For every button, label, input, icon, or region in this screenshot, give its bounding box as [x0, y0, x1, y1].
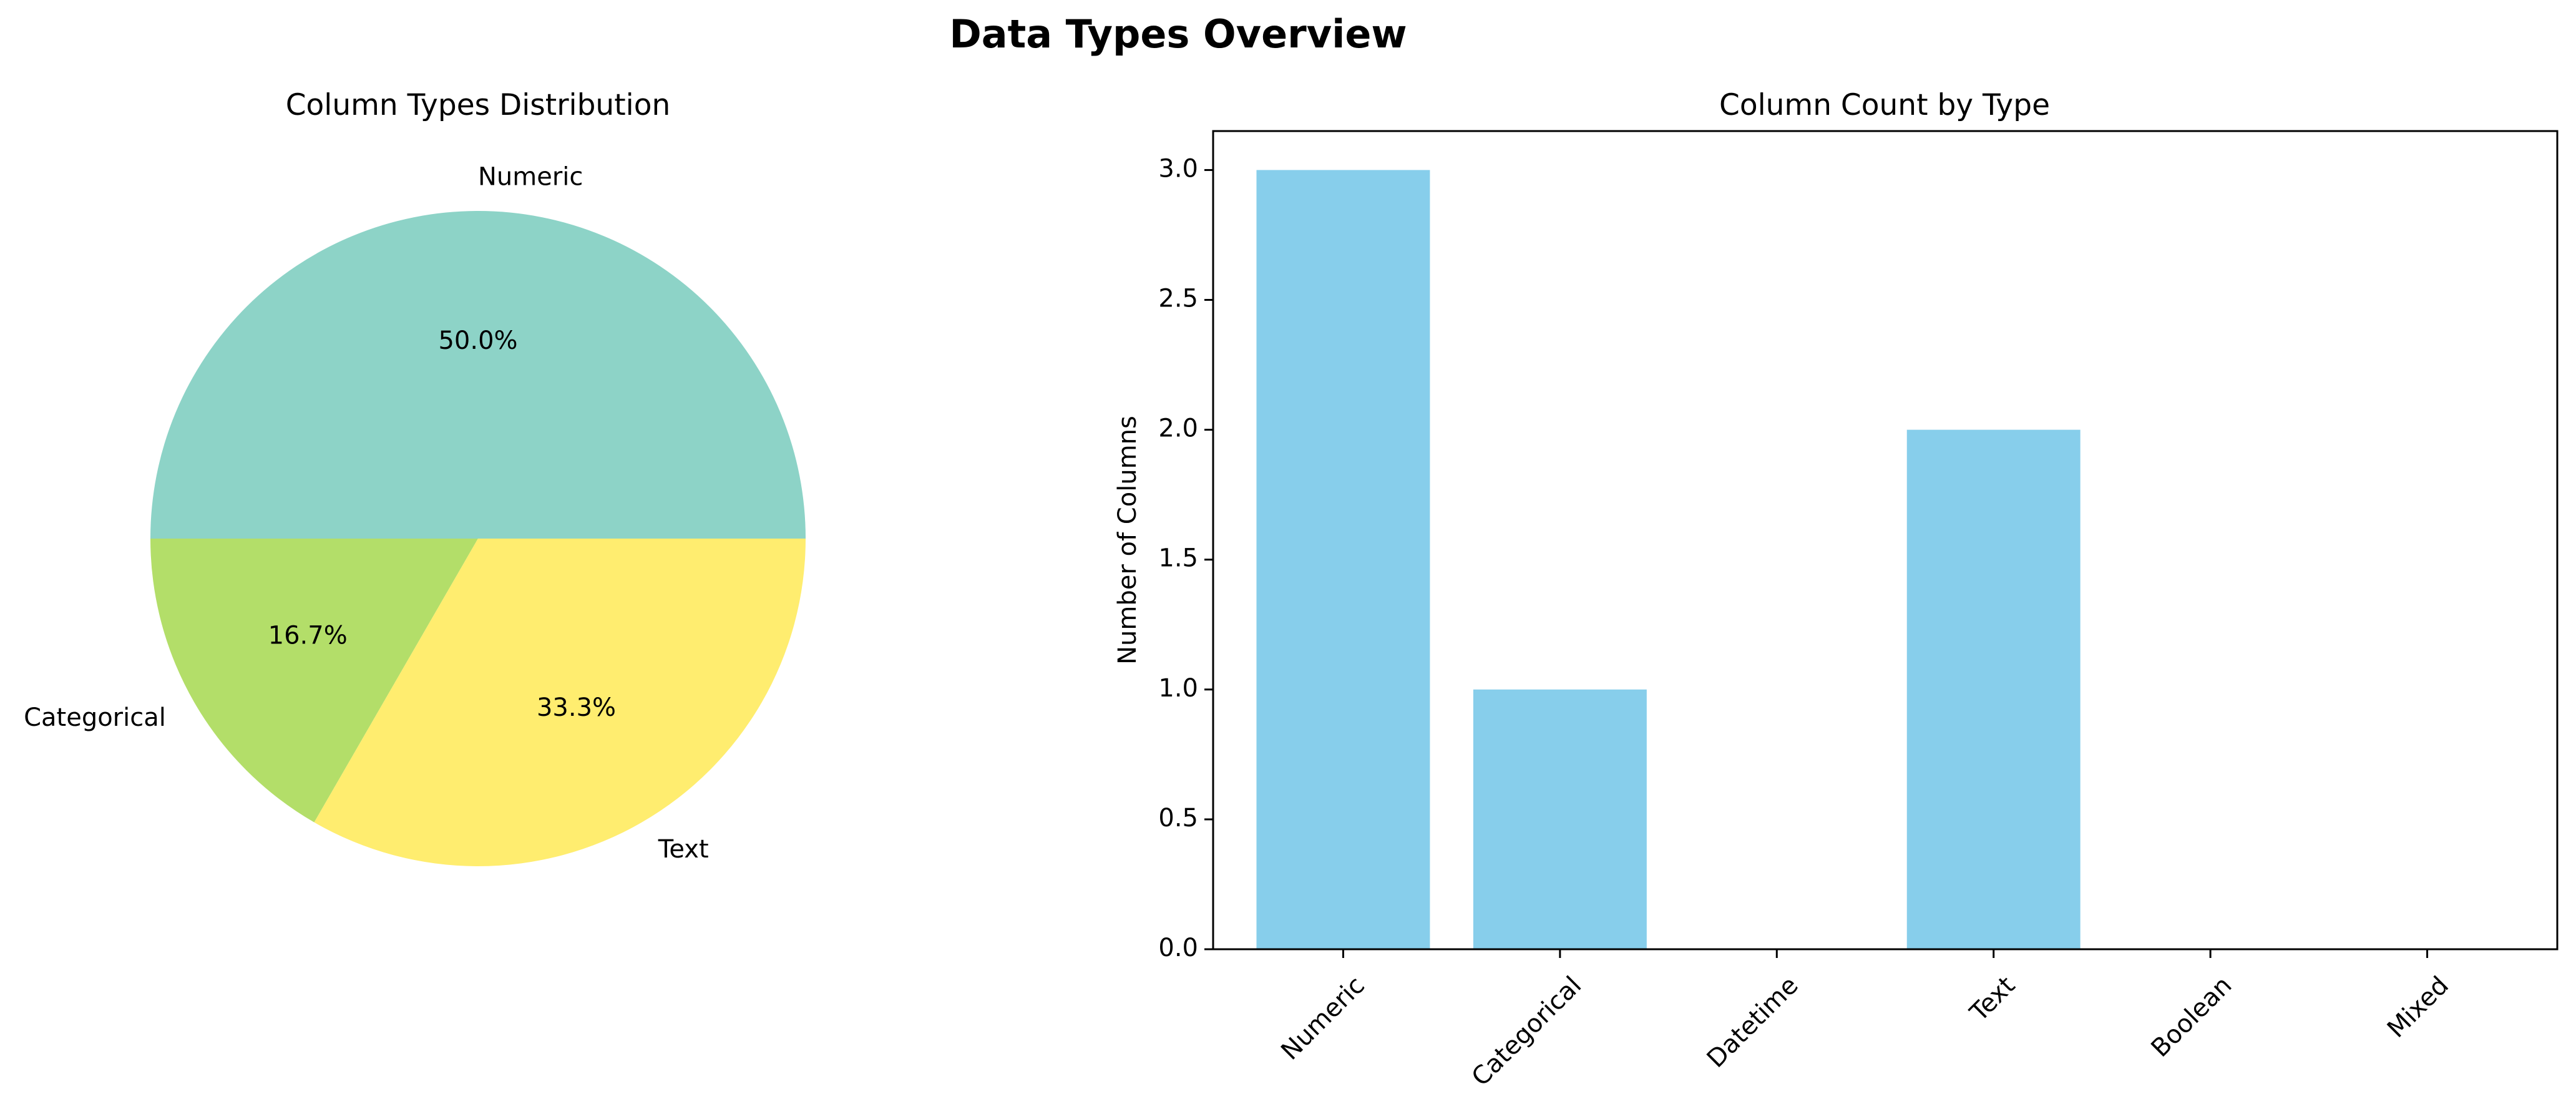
- pie-chart-title: Column Types Distribution: [286, 88, 671, 122]
- x-tick-label-text: Text: [1964, 971, 2021, 1027]
- bar-categorical: [1473, 689, 1647, 949]
- pie-percent-categorical: 16.7%: [268, 622, 348, 650]
- pie-label-text: Text: [658, 835, 709, 864]
- y-tick-label: 2.0: [1158, 414, 1198, 443]
- x-axis: Numeric Categorical Datetime Text Boolean Mix…: [1276, 949, 2454, 1092]
- pie-label-categorical: Categorical: [24, 703, 166, 732]
- bar-text: [1906, 429, 2081, 949]
- bar-chart-title: Column Count by Type: [1719, 88, 2050, 122]
- bar-numeric: [1256, 170, 1430, 949]
- y-tick-label: 1.5: [1158, 544, 1198, 573]
- pie-percent-numeric: 50.0%: [438, 326, 517, 355]
- x-tick-label-datetime: Datetime: [1702, 971, 1804, 1073]
- y-axis-label: Number of Columns: [1113, 416, 1142, 665]
- pie-slice-numeric: [150, 211, 806, 539]
- pie-slices: [150, 211, 806, 867]
- pie-label-numeric: Numeric: [478, 163, 583, 192]
- plot-frame: [1212, 130, 2559, 950]
- x-tick-label-boolean: Boolean: [2145, 971, 2237, 1063]
- bars: [1256, 170, 2081, 949]
- y-axis: 0.0 0.5 1.0 1.5 2.0 2.5 3.0: [1158, 154, 1213, 962]
- x-tick-label-mixed: Mixed: [2382, 971, 2454, 1043]
- y-tick-label: 2.5: [1158, 285, 1198, 313]
- figure-title: Data Types Overview: [949, 11, 1407, 57]
- pie-labels: Numeric 50.0% Categorical 16.7% Text 33.3%: [24, 163, 709, 864]
- pie-slice-categorical: [150, 539, 478, 823]
- bar-chart: Column Count by Type 0.0 0.5 1.0 1.5 2.0 2.5 3…: [1113, 88, 2559, 1092]
- y-tick-label: 0.0: [1158, 934, 1198, 962]
- pie-chart: Column Types Distribution Numeric 50.0% Ca…: [24, 88, 806, 867]
- x-tick-label-categorical: Categorical: [1466, 971, 1588, 1092]
- pie-slice-text: [314, 539, 806, 867]
- y-tick-label: 0.5: [1158, 804, 1198, 833]
- x-tick-label-numeric: Numeric: [1276, 971, 1370, 1066]
- y-tick-label: 1.0: [1158, 674, 1198, 703]
- y-tick-label: 3.0: [1158, 154, 1198, 183]
- pie-percent-text: 33.3%: [537, 693, 616, 722]
